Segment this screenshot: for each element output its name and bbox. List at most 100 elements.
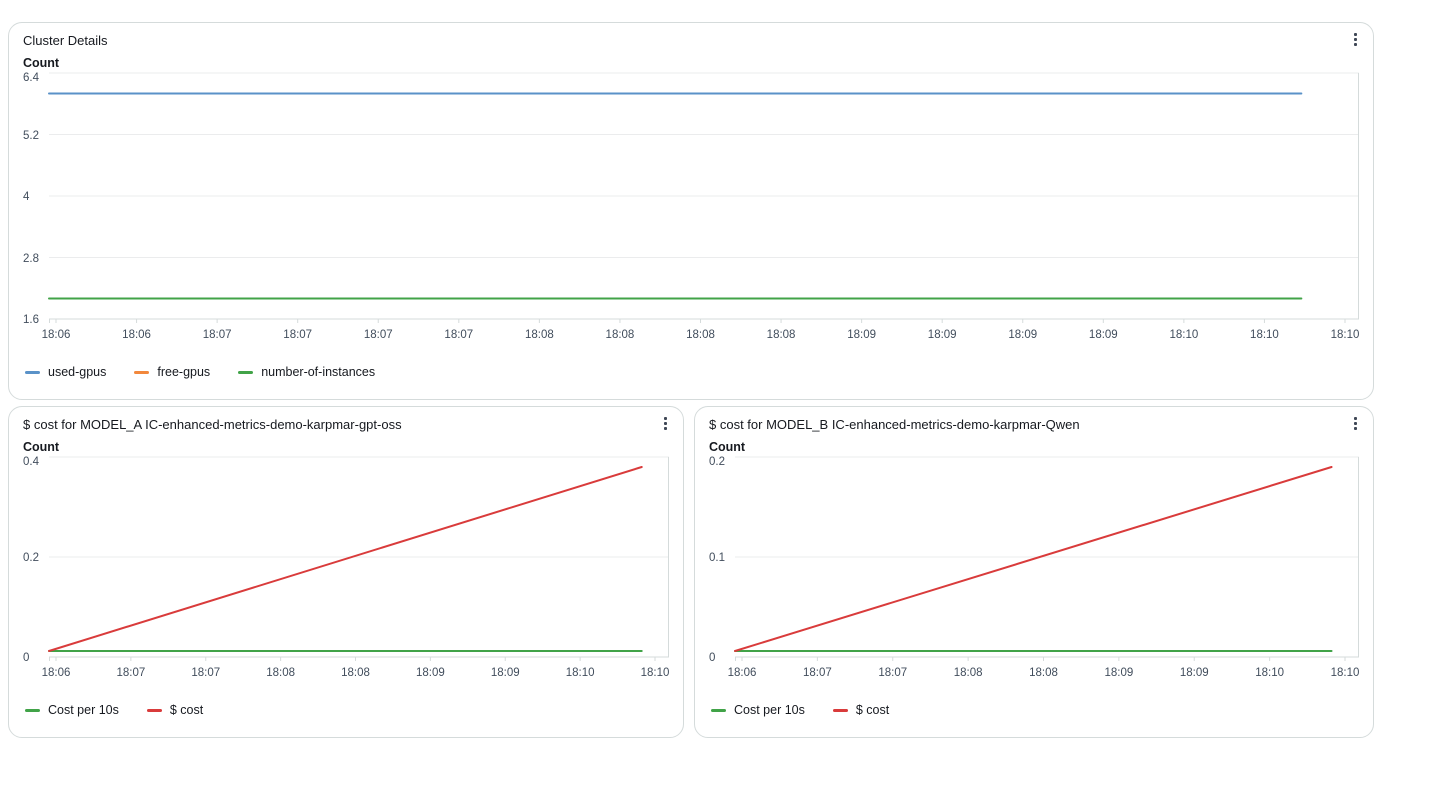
legend-label: number-of-instances bbox=[261, 365, 376, 379]
chart-block: 0.4 0.2 0 18:06 18:07 18:07 18:08 18:08 18:09 18… bbox=[15, 456, 677, 679]
y-tick-label: 0 bbox=[709, 652, 716, 664]
x-tick-label: 18:06 bbox=[122, 329, 151, 341]
legend-label: Cost per 10s bbox=[734, 703, 805, 717]
legend-label: $ cost bbox=[169, 703, 204, 717]
y-axis-gutter: 6.4 5.2 4 2.8 1.6 bbox=[23, 72, 49, 326]
legend-swatch-icon bbox=[146, 709, 162, 712]
y-axis-label: Count bbox=[23, 56, 60, 70]
x-tick-label: 18:08 bbox=[686, 329, 715, 341]
y-tick-label: 0.2 bbox=[23, 552, 39, 564]
panel-title: $ cost for MODEL_B IC-enhanced-metrics-d… bbox=[709, 417, 1080, 432]
series-line bbox=[48, 466, 643, 652]
x-tick-label: 18:10 bbox=[1255, 667, 1285, 679]
x-tick-label: 18:07 bbox=[116, 667, 146, 679]
y-tick-label: 0 bbox=[23, 652, 30, 664]
legend-swatch-icon bbox=[25, 371, 40, 374]
legend-item[interactable]: used-gpus bbox=[25, 365, 106, 380]
panel-menu-button[interactable] bbox=[1346, 31, 1365, 48]
chart-block: 0.2 0.1 0 18:06 18:07 18:07 18:08 18:08 18:09 18… bbox=[701, 456, 1367, 679]
legend-item[interactable]: Cost per 10s bbox=[711, 703, 805, 718]
series-line bbox=[734, 466, 1333, 652]
x-tick-label: 18:09 bbox=[847, 329, 877, 341]
chart-legend: Cost per 10s $ cost bbox=[15, 703, 677, 718]
legend-swatch-icon bbox=[25, 709, 40, 712]
x-tick-label: 18:09 bbox=[1104, 667, 1134, 679]
legend-item[interactable]: Cost per 10s bbox=[25, 703, 119, 718]
x-tick-label: 18:08 bbox=[1029, 667, 1058, 679]
y-tick-label: 4 bbox=[23, 191, 30, 203]
legend-item[interactable]: number-of-instances bbox=[238, 365, 375, 380]
x-tick-label: 18:07 bbox=[878, 667, 908, 679]
x-tick-label: 18:06 bbox=[41, 329, 71, 341]
legend-label: free-gpus bbox=[157, 365, 211, 379]
y-axis-label: Count bbox=[23, 440, 60, 454]
panel-header: $ cost for MODEL_B IC-enhanced-metrics-d… bbox=[701, 417, 1367, 439]
panel-header: Cluster Details bbox=[15, 33, 1367, 55]
x-tick-label: 18:09 bbox=[415, 667, 445, 679]
ellipsis-vertical-icon bbox=[664, 417, 667, 430]
panel-menu-button[interactable] bbox=[1346, 415, 1365, 432]
x-tick-label: 18:08 bbox=[266, 667, 296, 679]
ellipsis-vertical-icon bbox=[1354, 33, 1357, 46]
y-tick-label: 1.6 bbox=[23, 314, 39, 326]
x-axis: 18:06 18:07 18:07 18:08 18:08 18:09 18:09 18:10… bbox=[709, 657, 1360, 679]
legend-label: Cost per 10s bbox=[48, 703, 119, 717]
line-chart-plot[interactable] bbox=[48, 456, 669, 661]
x-tick-label: 18:07 bbox=[283, 329, 313, 341]
y-axis-gutter: 0.4 0.2 0 bbox=[23, 456, 49, 664]
x-axis: 18:06 18:06 18:07 18:07 18:07 18:07 18:08 18:08… bbox=[23, 319, 1360, 341]
y-tick-label: 2.8 bbox=[23, 252, 39, 265]
x-tick-label: 18:08 bbox=[605, 329, 635, 341]
x-tick-label: 18:09 bbox=[1088, 329, 1118, 341]
legend-item[interactable]: free-gpus bbox=[134, 365, 210, 380]
y-axis-label: Count bbox=[709, 440, 746, 454]
y-tick-label: 5.2 bbox=[23, 129, 39, 142]
x-tick-label: 18:07 bbox=[191, 667, 221, 679]
y-axis-gutter: 0.2 0.1 0 bbox=[709, 456, 735, 664]
x-tick-label: 18:10 bbox=[1330, 667, 1360, 679]
legend-swatch-icon bbox=[238, 371, 254, 374]
x-tick-label: 18:06 bbox=[41, 667, 71, 679]
chart-legend: used-gpus free-gpus number-of-instances bbox=[15, 365, 1367, 380]
y-tick-label: 6.4 bbox=[23, 72, 39, 84]
panel-title: Cluster Details bbox=[23, 33, 108, 48]
legend-label: $ cost bbox=[855, 703, 890, 717]
legend-item[interactable]: $ cost bbox=[146, 703, 204, 718]
x-tick-label: 18:10 bbox=[1330, 329, 1360, 341]
x-tick-label: 18:08 bbox=[524, 329, 554, 341]
panel-menu-button[interactable] bbox=[656, 415, 675, 432]
x-tick-label: 18:07 bbox=[202, 329, 232, 341]
x-tick-label: 18:06 bbox=[727, 667, 757, 679]
ellipsis-vertical-icon bbox=[1354, 417, 1357, 430]
x-tick-label: 18:10 bbox=[1250, 329, 1279, 341]
x-tick-label: 18:08 bbox=[953, 667, 983, 679]
legend-swatch-icon bbox=[711, 709, 726, 712]
line-chart-plot[interactable] bbox=[734, 456, 1359, 661]
x-tick-label: 18:08 bbox=[766, 329, 796, 341]
chart-panel-model-b-cost: $ cost for MODEL_B IC-enhanced-metrics-d… bbox=[694, 406, 1374, 738]
x-tick-label: 18:07 bbox=[363, 329, 393, 341]
y-tick-label: 0.1 bbox=[709, 552, 725, 564]
legend-item[interactable]: $ cost bbox=[832, 703, 890, 718]
y-tick-label: 0.4 bbox=[23, 456, 39, 468]
chart-panel-cluster-details: Cluster Details Count 6.4 5.2 4 2.8 1.6 18:0… bbox=[8, 22, 1374, 400]
chart-block: 6.4 5.2 4 2.8 1.6 18:06 18:06 18:07 18:07 18:07 1… bbox=[15, 72, 1367, 341]
legend-label: used-gpus bbox=[48, 365, 107, 379]
legend-swatch-icon bbox=[832, 709, 848, 712]
x-tick-label: 18:10 bbox=[640, 667, 670, 679]
legend-swatch-icon bbox=[134, 371, 150, 374]
x-tick-label: 18:08 bbox=[341, 667, 370, 679]
x-tick-label: 18:10 bbox=[1169, 329, 1199, 341]
x-tick-label: 18:09 bbox=[927, 329, 957, 341]
line-chart-plot[interactable] bbox=[48, 72, 1359, 323]
chart-panel-model-a-cost: $ cost for MODEL_A IC-enhanced-metrics-d… bbox=[8, 406, 684, 738]
x-tick-label: 18:07 bbox=[444, 329, 474, 341]
x-tick-label: 18:09 bbox=[1179, 667, 1209, 679]
x-tick-label: 18:09 bbox=[1008, 329, 1038, 341]
chart-legend: Cost per 10s $ cost bbox=[701, 703, 1367, 718]
panel-title: $ cost for MODEL_A IC-enhanced-metrics-d… bbox=[23, 417, 402, 432]
x-tick-label: 18:10 bbox=[565, 667, 595, 679]
x-tick-label: 18:07 bbox=[802, 667, 832, 679]
x-tick-label: 18:09 bbox=[490, 667, 520, 679]
